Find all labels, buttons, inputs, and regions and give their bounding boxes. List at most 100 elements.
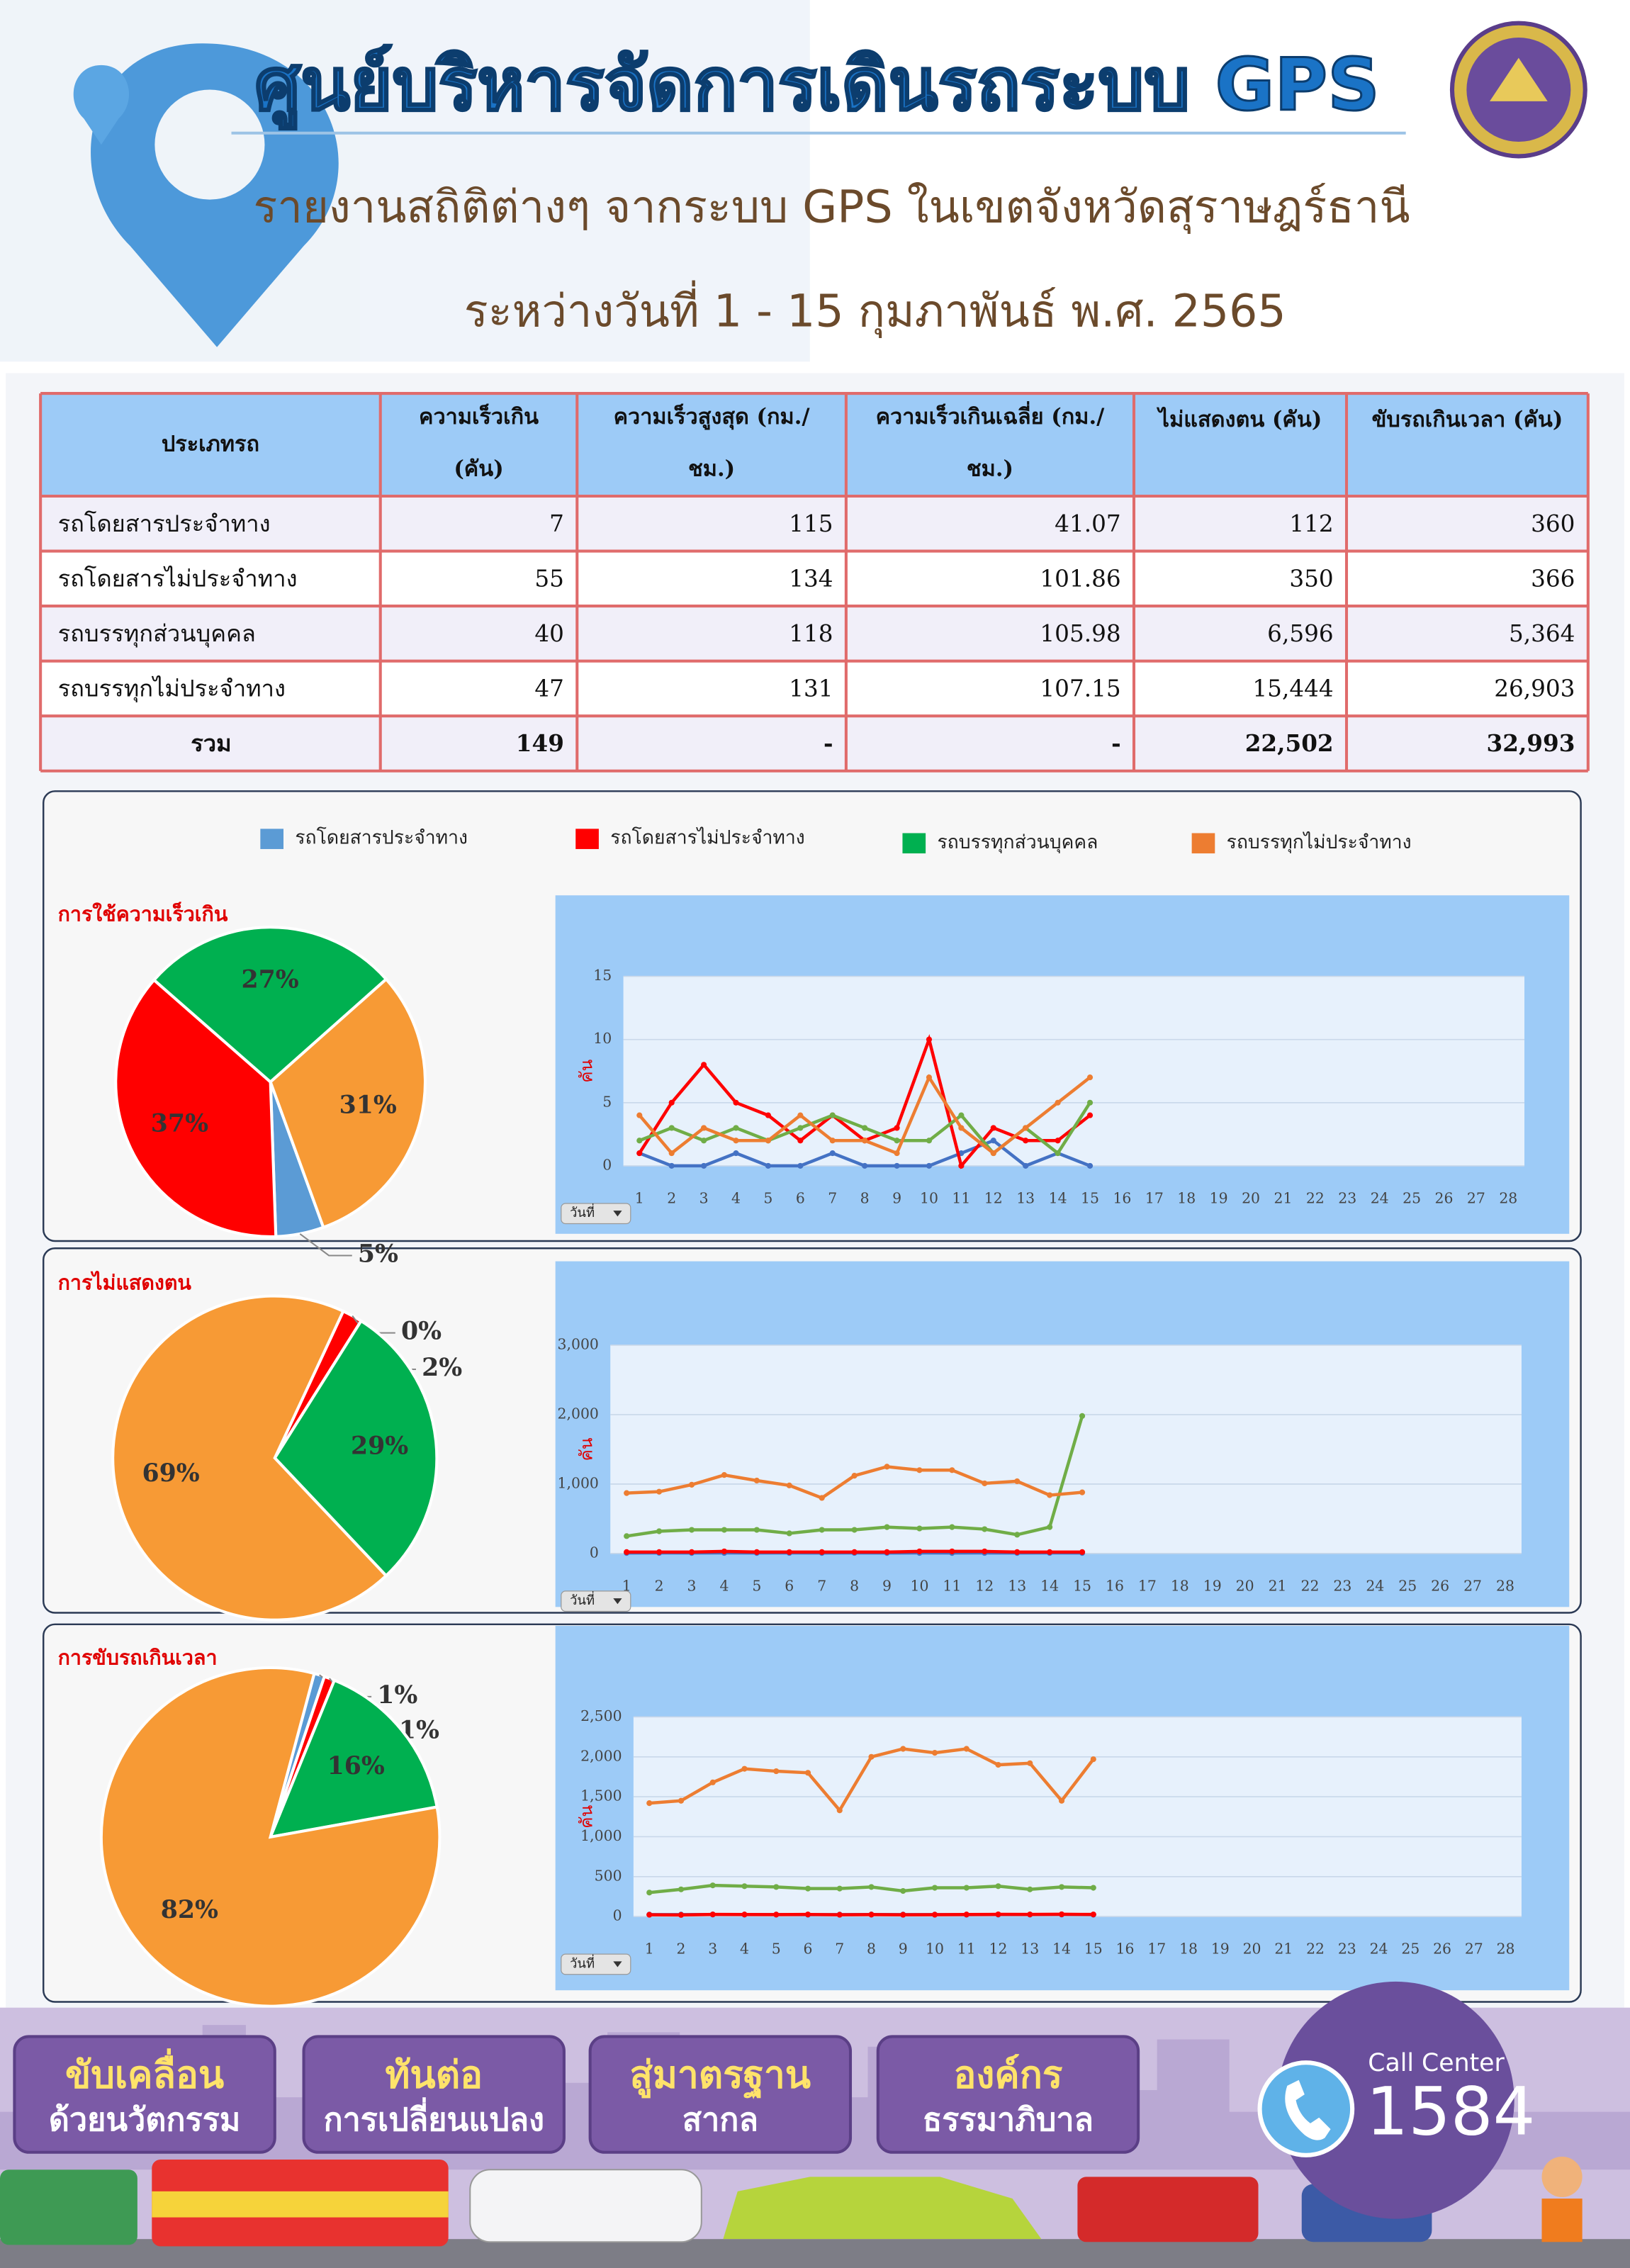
series-point — [868, 1884, 875, 1890]
x-tick-label: 17 — [1138, 1577, 1157, 1594]
series-point — [990, 1125, 996, 1131]
table-header: ความเร็วเกินเฉลี่ย (กม./ — [876, 401, 1106, 430]
x-tick-label: 27 — [1463, 1577, 1482, 1594]
pie-label: 37% — [151, 1108, 208, 1138]
x-tick-label: 16 — [1106, 1577, 1124, 1594]
table-cell: 115 — [789, 510, 833, 537]
bus — [0, 2169, 137, 2245]
table-cell: 350 — [1289, 565, 1333, 592]
series-point — [741, 1883, 748, 1890]
x-tick-label: 7 — [835, 1941, 844, 1958]
series-point — [636, 1138, 643, 1144]
officer — [1541, 2156, 1583, 2197]
series-point — [1086, 1074, 1094, 1081]
series-point — [1055, 1150, 1061, 1157]
series-point — [1047, 1524, 1053, 1530]
day-selector-label: วันที่ — [570, 1954, 595, 1971]
series-point — [668, 1150, 675, 1157]
series-point — [931, 1911, 938, 1918]
series-point — [900, 1911, 906, 1918]
x-tick-label: 25 — [1401, 1941, 1420, 1958]
table-cell: 118 — [789, 620, 833, 647]
table-cell: 149 — [516, 729, 564, 757]
x-tick-label: 8 — [850, 1577, 859, 1594]
series-point — [982, 1548, 988, 1554]
x-tick-label: 12 — [984, 1189, 1003, 1206]
series-point — [656, 1528, 663, 1534]
table-cell: 5,364 — [1509, 620, 1575, 647]
pie-slice — [152, 926, 388, 1084]
pie-slice — [273, 1318, 439, 1578]
series-point — [636, 1112, 643, 1118]
x-tick-label: 23 — [1333, 1577, 1351, 1594]
pie-label: 27% — [242, 965, 299, 994]
badge-line: การเปลี่ยนแปลง — [323, 2097, 544, 2138]
y-tick-label: 2,500 — [580, 1707, 622, 1724]
series-point — [1027, 1911, 1033, 1918]
table-cell: รถบรรทุกไม่ประจำทาง — [58, 675, 286, 702]
series-point — [990, 1138, 996, 1144]
table-cell: 112 — [1289, 510, 1333, 537]
series-point — [797, 1125, 804, 1131]
series-point — [916, 1548, 923, 1554]
series-point — [963, 1885, 969, 1891]
plot-area — [623, 976, 1525, 1166]
series-point — [701, 1162, 707, 1169]
legend-label: รถบรรทุกส่วนบุคคล — [937, 831, 1098, 853]
y-tick-label: 3,000 — [558, 1335, 599, 1352]
table-header: (คัน) — [454, 456, 503, 481]
x-tick-label: 20 — [1236, 1577, 1254, 1594]
series-point — [894, 1150, 900, 1157]
x-tick-label: 15 — [1081, 1189, 1099, 1206]
series-point — [1023, 1125, 1029, 1131]
x-tick-label: 8 — [860, 1189, 870, 1206]
day-selector — [561, 1590, 631, 1612]
pie-label: 5% — [358, 1239, 398, 1268]
series-point — [753, 1527, 760, 1533]
table-row-bg — [40, 661, 1588, 717]
series-point — [733, 1138, 739, 1144]
x-tick-label: 4 — [719, 1577, 729, 1594]
x-tick-label: 26 — [1435, 1189, 1454, 1206]
x-tick-label: 9 — [899, 1941, 908, 1958]
legend-swatch — [575, 829, 599, 849]
table-cell: 15,444 — [1252, 675, 1333, 702]
dropdown-arrow — [613, 1598, 622, 1605]
series-point — [733, 1125, 739, 1131]
series-point — [773, 1768, 780, 1775]
series-point — [931, 1885, 938, 1891]
series-point — [678, 1886, 685, 1892]
series-point — [1058, 1797, 1065, 1804]
y-tick-label: 2,000 — [580, 1747, 622, 1764]
x-tick-label: 11 — [952, 1189, 970, 1206]
series-point — [804, 1770, 811, 1776]
series-point — [1023, 1138, 1029, 1144]
x-tick-label: 6 — [804, 1941, 813, 1958]
badge — [876, 2035, 1140, 2154]
series-point — [765, 1138, 772, 1144]
day-selector-label: วันที่ — [570, 1203, 595, 1220]
pie-slice — [268, 1678, 439, 1839]
series-point — [1090, 1911, 1096, 1918]
table-cell: 55 — [534, 565, 564, 592]
badge — [13, 2035, 276, 2154]
table-header-bg — [40, 393, 1588, 496]
legend-swatch — [1191, 833, 1215, 854]
table-cell: 40 — [534, 620, 564, 647]
series-point — [862, 1162, 868, 1169]
series-point — [786, 1549, 792, 1555]
series-point — [1079, 1413, 1086, 1419]
series-point — [656, 1488, 663, 1495]
series-point — [851, 1549, 858, 1555]
badge — [302, 2035, 566, 2154]
series-point — [836, 1885, 843, 1892]
x-tick-label: 22 — [1300, 1577, 1319, 1594]
series-point — [900, 1746, 906, 1752]
series-point — [982, 1526, 988, 1532]
badge-line: สู่มาตรฐาน — [630, 2053, 811, 2099]
x-tick-label: 10 — [920, 1189, 938, 1206]
series-point — [1086, 1099, 1094, 1106]
x-tick-label: 5 — [752, 1577, 761, 1594]
series-point — [701, 1138, 707, 1144]
